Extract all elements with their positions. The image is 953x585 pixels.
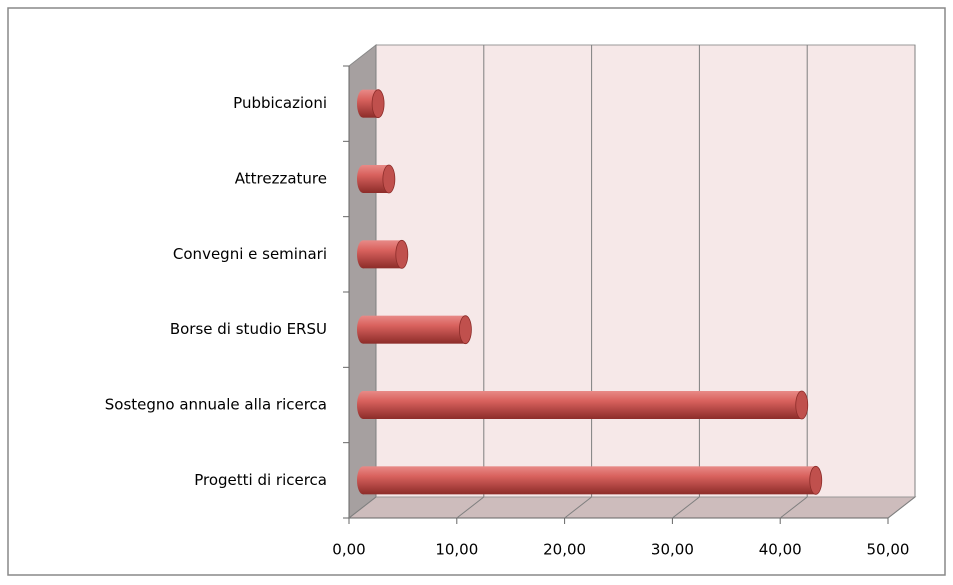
grid-line	[564, 496, 592, 519]
x-tick-label: 10,00	[435, 541, 478, 559]
bar-cap	[795, 390, 809, 420]
bar	[363, 240, 402, 269]
x-tick-label: 20,00	[543, 541, 586, 559]
y-tick-label: Pubbicazioni	[233, 94, 327, 112]
bar-cap	[459, 315, 472, 345]
y-tick-label: Borse di studio ERSU	[170, 320, 327, 338]
grid-line	[779, 496, 808, 519]
x-tick-label: 0,00	[332, 541, 365, 559]
back-wall	[375, 44, 916, 498]
grid-line	[672, 496, 700, 519]
y-tick-label: Convegni e seminari	[173, 245, 327, 263]
x-tick-label: 30,00	[651, 541, 694, 559]
grid-line	[456, 496, 485, 519]
grid-line	[887, 496, 916, 519]
bar-cap	[371, 89, 385, 119]
x-tick-label: 50,00	[867, 541, 910, 559]
bar-cap	[382, 164, 396, 194]
bar-cap	[395, 239, 409, 269]
grid-line	[348, 496, 377, 519]
y-tick-label: Attrezzature	[235, 170, 327, 188]
y-tick-label: Progetti di ricerca	[194, 471, 327, 489]
x-tick-label: 40,00	[759, 541, 802, 559]
bar	[363, 466, 816, 495]
y-tick-label: Sostegno annuale alla ricerca	[105, 396, 327, 414]
bar-cap	[809, 465, 823, 495]
bar	[363, 315, 466, 344]
floor	[347, 496, 917, 519]
bar	[363, 391, 802, 419]
